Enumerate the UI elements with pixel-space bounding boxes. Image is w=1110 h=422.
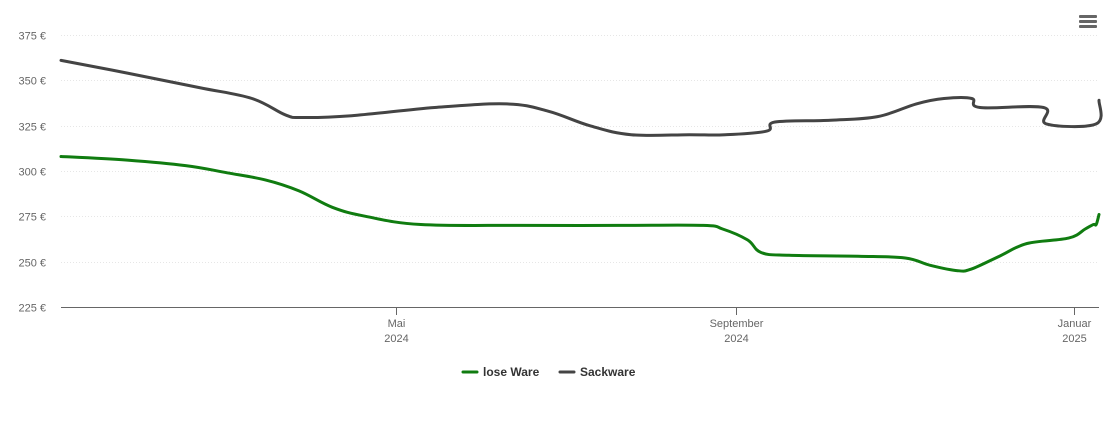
grid [61,35,1099,263]
legend-label: lose Ware [483,365,540,379]
series-line-sackware[interactable] [59,58,1103,137]
chart-menu-button[interactable] [1079,15,1097,28]
hamburger-menu-icon [1079,15,1097,28]
x-tick-label: September 2024 [710,318,764,345]
y-tick-label: 300 € [18,167,46,179]
legend-label: Sackware [580,365,636,379]
y-tick-label: 250 € [18,258,46,270]
legend: lose Ware Sackware [461,365,636,379]
series-lines [59,58,1103,273]
y-tick-label: 225 € [18,303,46,315]
axes: 225 € 250 € 275 € 300 € 325 € 350 € 375 € Mai 20… [18,31,1099,345]
series-line-lose-ware[interactable] [59,155,1101,273]
legend-item-sackware[interactable]: Sackware [558,365,636,379]
x-tick-label: Januar 2025 [1058,318,1092,345]
x-tick-label: Mai 2024 [384,318,408,345]
y-tick-label: 375 € [18,31,46,43]
legend-item-lose-ware[interactable]: lose Ware [461,365,540,379]
y-tick-label: 275 € [18,212,46,224]
y-tick-label: 350 € [18,76,46,88]
y-tick-label: 325 € [18,122,46,134]
